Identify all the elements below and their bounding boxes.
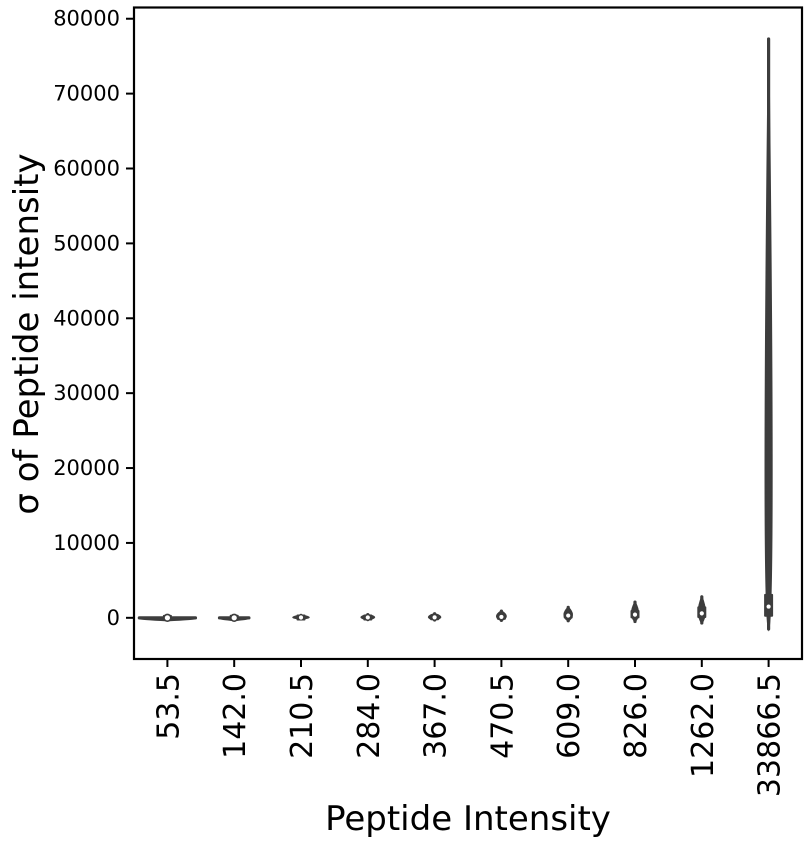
x-tick-label: 470.5: [485, 673, 520, 759]
plot-frame: [132, 6, 804, 661]
y-tick-label: 80000: [53, 7, 120, 31]
violin-median-point: [230, 613, 239, 623]
violin-284.0: [360, 612, 376, 622]
violin-median-point: [431, 614, 438, 621]
x-tick-label: 609.0: [552, 673, 587, 759]
y-tick-label: 0: [107, 606, 120, 630]
violin-826.0: [630, 600, 640, 624]
x-tick-label: 33866.5: [753, 673, 788, 797]
y-tick-label: 70000: [53, 82, 120, 106]
violin-median-point: [565, 612, 572, 619]
violin-median-point: [631, 611, 639, 618]
y-axis: 0 10000 20000 30000 40000 50000 60000 70000 8000…: [53, 7, 134, 630]
y-tick-label: 30000: [53, 381, 120, 405]
violin-367.0: [427, 612, 442, 622]
x-tick-label: 1262.0: [686, 673, 721, 778]
x-axis: 53.5 142.0 210.5 284.0 367.0 470.5 609.0 826.0 1…: [151, 659, 788, 797]
violin-33866.5: [764, 37, 774, 632]
x-tick-label: 142.0: [218, 673, 253, 759]
violin-1262.0: [697, 594, 707, 625]
x-tick-label: 284.0: [352, 673, 387, 759]
x-tick-label: 53.5: [151, 673, 186, 740]
violin-flat-53.5: [137, 613, 198, 623]
violin-210.5: [292, 613, 310, 621]
x-axis-title: Peptide Intensity: [325, 799, 611, 839]
y-tick-label: 40000: [53, 306, 120, 330]
y-axis-title: σ of Peptide intensity: [7, 153, 47, 514]
violin-median-point: [765, 603, 772, 610]
violin-flat-142.0: [217, 613, 251, 623]
y-tick-label: 60000: [53, 157, 120, 181]
violin-470.5: [495, 609, 507, 623]
x-tick-label: 367.0: [419, 673, 454, 759]
y-tick-label: 50000: [53, 231, 120, 255]
violin-609.0: [563, 605, 573, 623]
violin-median-point: [364, 614, 371, 621]
violin-median-point: [297, 614, 305, 621]
y-tick-label: 10000: [53, 531, 120, 555]
violin-median-point: [698, 610, 705, 617]
x-tick-label: 826.0: [619, 673, 654, 759]
x-tick-label: 210.5: [285, 673, 320, 759]
violin-median-point: [498, 613, 505, 621]
y-tick-label: 20000: [53, 456, 120, 480]
violin-median-point: [163, 613, 172, 623]
plot-marks: [137, 37, 774, 632]
